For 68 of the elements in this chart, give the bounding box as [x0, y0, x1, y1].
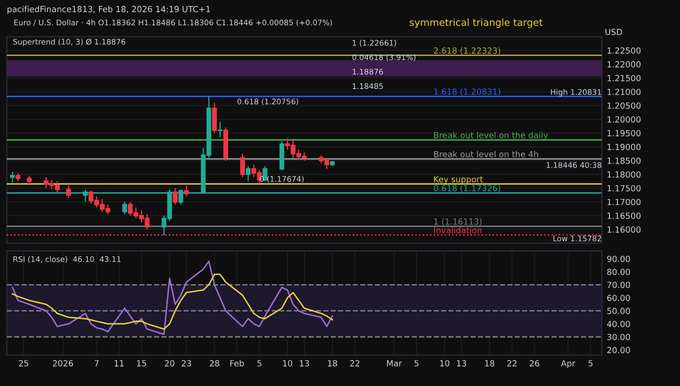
- x-tick-label: 25: [18, 360, 28, 366]
- y-tick-label: 60.00: [607, 294, 630, 302]
- x-tick-label: Mar: [387, 360, 402, 366]
- candlestick: [218, 121, 222, 138]
- y-tick-label: 1.17000: [608, 198, 641, 206]
- x-tick-label: 15: [137, 360, 146, 366]
- ref-line-label: Key support: [434, 176, 483, 184]
- x-tick-label: 22: [507, 360, 516, 366]
- y-tick-label: 1.21500: [608, 74, 641, 82]
- x-tick-label: 20: [164, 360, 174, 366]
- y-tick-label: 30.00: [607, 334, 630, 340]
- candlestick: [212, 102, 217, 134]
- candlestick: [122, 201, 128, 215]
- text: symmetrical triangle target: [410, 18, 543, 28]
- x-tick-label: 10: [440, 360, 450, 366]
- x-tick-label: 2026: [52, 360, 74, 366]
- ref-line-label: 2.618 (1.22323): [434, 47, 500, 55]
- x-tick-label: 26: [530, 360, 540, 366]
- x-tick-label: Apr: [560, 360, 576, 368]
- x-tick-label: 28: [210, 360, 220, 366]
- y-tick-label: 1.19000: [608, 144, 641, 150]
- candlestick: [246, 166, 251, 182]
- ref-line-label: Invalidation: [434, 226, 482, 234]
- x-tick-label: 18: [485, 360, 494, 366]
- ref-line-label: Break out level on the 4h: [434, 150, 538, 158]
- candlestick: [10, 172, 15, 184]
- x-tick-label: 13: [300, 360, 309, 366]
- y-tick-label: 20.00: [607, 346, 630, 354]
- y-tick-label: 1.16500: [608, 212, 641, 219]
- x-tick-label: 13: [457, 360, 466, 366]
- y-tick-label: 1.16000: [608, 226, 641, 233]
- x-tick-label: 5: [414, 360, 418, 366]
- candlestick: [26, 175, 32, 186]
- candlestick: [184, 184, 189, 197]
- y-tick-label: 90.00: [607, 256, 630, 262]
- ref-line-label: 1.618 (1.20831): [434, 88, 500, 96]
- x-tick-label: 23: [182, 360, 192, 366]
- x-tick-label: 5: [588, 360, 592, 366]
- y-tick-label: 1.20500: [608, 102, 641, 109]
- y-tick-label: 1.18000: [608, 171, 641, 178]
- y-tick-label: 50.00: [607, 308, 630, 314]
- x-tick-label: 18: [328, 360, 338, 366]
- y-tick-label: 1.18500: [608, 158, 641, 164]
- y-tick-label: 1.21000: [608, 88, 641, 96]
- candlestick: [262, 166, 268, 182]
- line-series: [12, 274, 334, 330]
- x-tick-label: 11: [114, 360, 124, 366]
- candlestick: [172, 188, 178, 206]
- y-tick-label: 1.22500: [608, 47, 641, 54]
- y-tick-label: 1.19500: [608, 130, 641, 136]
- y-tick-label: 40.00: [607, 320, 630, 328]
- ref-line-label: 1 (1.16113): [434, 218, 482, 226]
- y-tick-label: 1.22000: [608, 61, 641, 68]
- x-tick-label: 5: [257, 360, 262, 366]
- y-tick-label: 70.00: [607, 282, 630, 288]
- y-tick-label: 80.00: [607, 268, 630, 276]
- candlestick: [240, 153, 245, 178]
- y-tick-label: 1.17500: [608, 185, 641, 192]
- ref-line-label: 0.618 (1.17326): [434, 184, 500, 192]
- y-tick-label: 1.20000: [608, 116, 641, 123]
- text: pacifiedFinance1813, Feb 18, 2026 14:19 UTC+1: [8, 6, 210, 14]
- x-tick-label: Feb: [230, 360, 244, 366]
- ref-line-label: Break out level on the daily: [434, 132, 548, 140]
- candlestick: [66, 184, 71, 198]
- x-tick-label: 10: [283, 360, 292, 366]
- x-tick-label: 7: [94, 360, 99, 366]
- y-axis-title: USD: [606, 28, 622, 36]
- x-tick-label: 22: [350, 360, 360, 366]
